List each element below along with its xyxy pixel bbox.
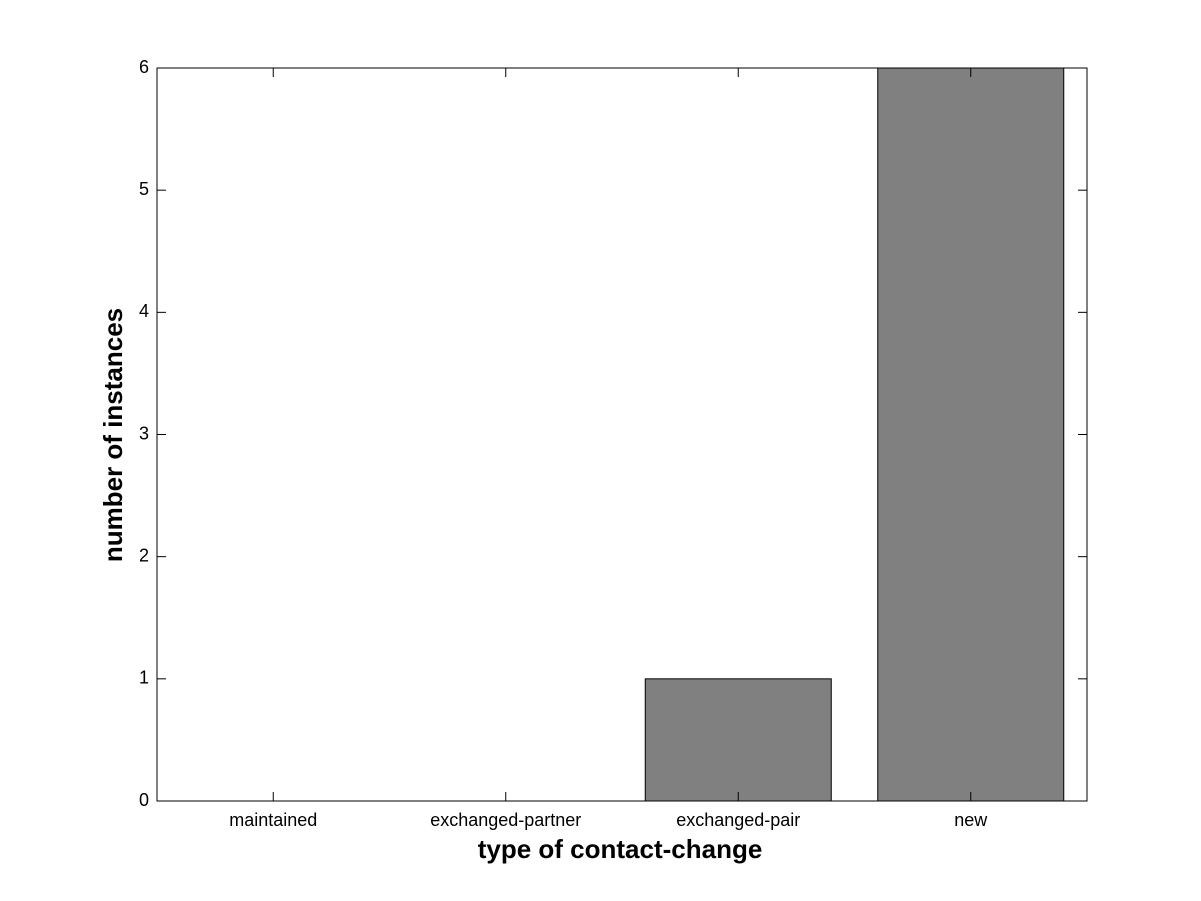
y-axis-label: number of instances (98, 308, 128, 562)
bar (644, 678, 832, 802)
plot-frame (156, 67, 1088, 802)
bar (877, 67, 1065, 802)
x-tick-label: exchanged-pair (676, 810, 800, 830)
y-tick-label: 2 (139, 545, 149, 565)
y-tick-label: 6 (139, 57, 149, 77)
y-tick-label: 1 (139, 668, 149, 688)
x-tick-label: exchanged-partner (430, 810, 581, 830)
x-tick-label: new (954, 810, 988, 830)
x-tick-label: maintained (229, 810, 317, 830)
x-axis-label: type of contact-change (478, 834, 763, 864)
y-tick-label: 3 (139, 423, 149, 443)
y-tick-label: 5 (139, 179, 149, 199)
y-tick-label: 0 (139, 790, 149, 810)
y-tick-label: 4 (139, 301, 149, 321)
